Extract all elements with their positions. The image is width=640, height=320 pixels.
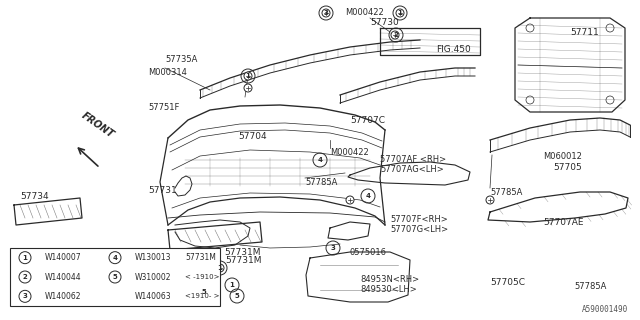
Text: < -1910>: < -1910> (185, 274, 220, 280)
Text: 2: 2 (22, 274, 28, 280)
Circle shape (486, 196, 494, 204)
Text: A590001490: A590001490 (582, 305, 628, 314)
Text: W140063: W140063 (135, 292, 172, 301)
Circle shape (391, 31, 399, 39)
Text: <1910- >: <1910- > (185, 293, 220, 299)
Text: 1: 1 (218, 265, 223, 271)
Text: M000422: M000422 (330, 148, 369, 157)
Text: 57785A: 57785A (305, 178, 337, 187)
Text: M000422: M000422 (345, 8, 384, 17)
Text: 4: 4 (317, 157, 323, 163)
Text: 4: 4 (113, 255, 118, 261)
Text: 57785A: 57785A (574, 282, 606, 291)
Text: 5: 5 (235, 293, 239, 299)
Circle shape (346, 196, 354, 204)
Text: 4: 4 (365, 193, 371, 199)
Text: 57707F<RH>: 57707F<RH> (390, 215, 448, 224)
Text: 57785A: 57785A (490, 188, 522, 197)
Text: 3: 3 (331, 245, 335, 251)
Circle shape (396, 9, 404, 17)
Text: 57731: 57731 (148, 186, 177, 195)
Text: 57707AE: 57707AE (543, 218, 584, 227)
Text: W130013: W130013 (135, 253, 172, 262)
Text: 3: 3 (22, 293, 28, 299)
Text: 57731M: 57731M (225, 256, 262, 265)
Text: 57705C: 57705C (490, 278, 525, 287)
Text: 57711: 57711 (570, 28, 599, 37)
Circle shape (322, 9, 330, 17)
Text: 57704: 57704 (238, 132, 267, 141)
Text: W140062: W140062 (45, 292, 81, 301)
Text: 57707C: 57707C (350, 116, 385, 125)
Text: 84953N<RH>: 84953N<RH> (360, 275, 419, 284)
Text: M000314: M000314 (148, 68, 187, 77)
Text: 1: 1 (22, 255, 28, 261)
Text: 57707AF <RH>: 57707AF <RH> (380, 155, 446, 164)
Text: M060012: M060012 (543, 152, 582, 161)
Text: 0575016: 0575016 (350, 248, 387, 257)
Text: 57730: 57730 (370, 18, 399, 27)
Text: 57735A: 57735A (165, 55, 197, 64)
Circle shape (244, 84, 252, 92)
Text: 57731M: 57731M (185, 253, 216, 262)
Text: 57731M: 57731M (224, 248, 260, 257)
Text: 5: 5 (202, 289, 206, 295)
Text: W140044: W140044 (45, 273, 82, 282)
Text: W310002: W310002 (135, 273, 172, 282)
Bar (10, 248, 220, 306)
Text: 3: 3 (324, 10, 328, 16)
Text: 5: 5 (113, 274, 117, 280)
Text: W140007: W140007 (45, 253, 82, 262)
Text: 849530<LH>: 849530<LH> (360, 285, 417, 294)
Text: 1: 1 (246, 73, 250, 79)
Text: 57734: 57734 (20, 192, 49, 201)
Text: 57707G<LH>: 57707G<LH> (390, 225, 448, 234)
Text: 2: 2 (394, 32, 398, 38)
Text: 57751F: 57751F (148, 103, 179, 112)
Text: 1: 1 (397, 10, 403, 16)
Text: FRONT: FRONT (80, 110, 116, 140)
Text: 57707AG<LH>: 57707AG<LH> (380, 165, 444, 174)
Text: FIG.450: FIG.450 (436, 45, 471, 54)
Circle shape (216, 264, 224, 272)
Circle shape (244, 72, 252, 80)
Text: 1: 1 (230, 282, 234, 288)
Text: 57705: 57705 (553, 163, 582, 172)
